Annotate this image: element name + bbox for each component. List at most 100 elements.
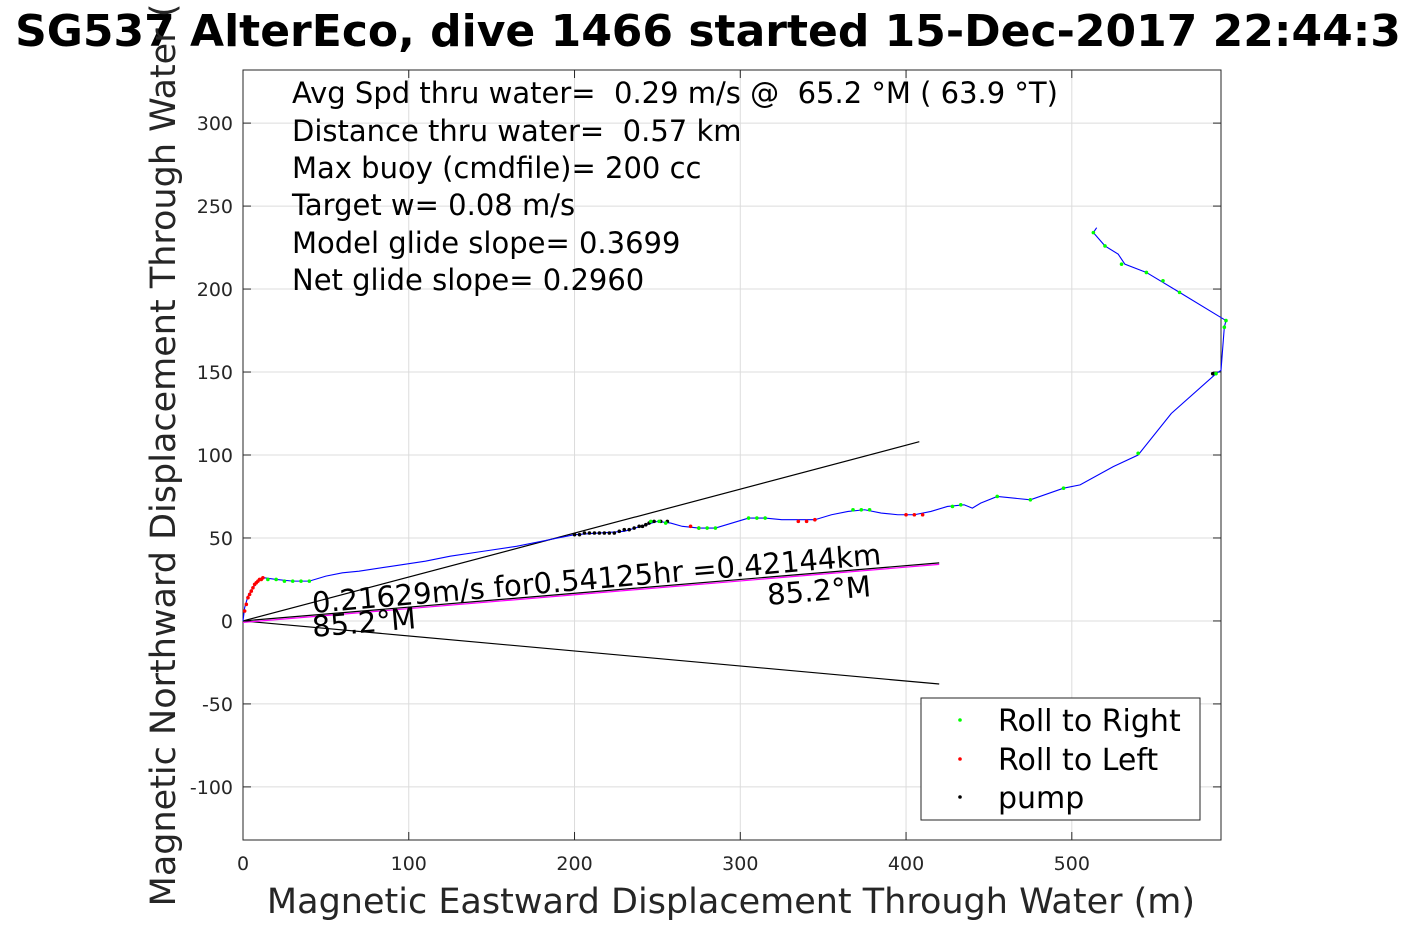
x-tick-label: 500	[1054, 853, 1090, 875]
roll-left-point	[261, 576, 265, 580]
roll-right-point	[1119, 262, 1124, 266]
roll-left-point	[242, 609, 247, 613]
roll-left-point	[251, 585, 255, 590]
current-line	[242, 563, 940, 624]
roll-right-point	[657, 519, 661, 524]
roll-right-point	[755, 516, 759, 520]
pump-point	[607, 531, 612, 535]
pump-point	[577, 532, 582, 537]
roll-right-point	[950, 504, 955, 509]
roll-right-point	[995, 494, 1000, 499]
y-tick-label: 100	[197, 445, 233, 467]
pump-point	[627, 527, 632, 532]
stat-target-w: Target w= 0.08 m/s	[291, 188, 575, 222]
roll-right-point	[763, 516, 767, 520]
roll-left-point	[912, 512, 917, 517]
current-line-black	[242, 562, 940, 622]
legend-label-roll-left: Roll to Left	[998, 743, 1158, 778]
legend-label-roll-right: Roll to Right	[998, 704, 1181, 739]
legend: Roll to Right Roll to Left pump	[920, 697, 1201, 821]
roll-right-point	[713, 526, 718, 530]
roll-left-point	[246, 595, 250, 600]
reference-lines	[242, 441, 940, 685]
x-tick-label: 200	[556, 853, 592, 875]
x-tick-label: 300	[722, 853, 758, 875]
pump-point	[582, 531, 587, 535]
pump-point	[572, 532, 577, 537]
roll-right-point	[746, 516, 751, 520]
pump-point	[637, 524, 641, 529]
roll-right-point	[1061, 486, 1066, 490]
pump-point	[612, 531, 617, 535]
y-tick-label: 0	[221, 611, 233, 633]
roll-right-point	[266, 577, 270, 582]
roll-left-point	[244, 602, 249, 607]
roll-right-point	[290, 579, 295, 583]
roll-right-point	[697, 526, 701, 530]
roll-left-point	[904, 512, 908, 517]
track-line	[242, 227, 1227, 622]
roll-right-point	[1222, 325, 1227, 330]
pump-point	[640, 524, 645, 529]
plot-area-frame	[242, 69, 1222, 841]
roll-right-point	[1103, 244, 1107, 248]
pump-point	[622, 527, 627, 532]
roll-left-point	[796, 519, 801, 524]
y-tick-label: 200	[197, 279, 233, 301]
roll-right-point	[1224, 318, 1228, 323]
pump-point	[652, 519, 656, 524]
roll-right-point	[648, 519, 653, 524]
envelope-lower-line	[242, 620, 940, 685]
stat-net-glide-slope: Net glide slope= 0.2960	[292, 263, 644, 297]
stat-distance: Distance thru water= 0.57 km	[292, 114, 742, 148]
roll-right-point	[859, 507, 864, 512]
x-axis-label: Magnetic Eastward Displacement Through W…	[267, 882, 1195, 922]
roll-right-point	[1028, 498, 1033, 502]
stat-avg-speed: Avg Spd thru water= 0.29 m/s @ 65.2 °M (…	[292, 76, 1058, 110]
legend-marker-roll-right	[958, 718, 962, 722]
y-tick-label: 250	[197, 196, 233, 218]
roll-right-point	[282, 579, 287, 583]
legend-box	[920, 697, 1201, 821]
roll-left-point	[247, 592, 252, 597]
roll-right-point	[274, 577, 278, 582]
x-tick-label: 100	[391, 853, 427, 875]
pump-point	[587, 531, 592, 535]
roll-right-point	[1136, 451, 1140, 456]
roll-right-point	[1144, 270, 1149, 275]
roll-left-point	[804, 519, 809, 524]
roll-right-point	[299, 579, 303, 583]
legend-marker-roll-left	[958, 757, 962, 761]
roll-right-point	[958, 502, 963, 507]
pump-point	[602, 531, 607, 535]
stats-block: Avg Spd thru water= 0.29 m/s @ 65.2 °M (…	[291, 76, 1058, 297]
y-tick-label: 50	[209, 528, 233, 550]
roll-right-point	[1177, 290, 1182, 295]
roll-left-point	[813, 517, 817, 522]
roll-right-point	[1161, 278, 1165, 283]
pump-point	[644, 522, 648, 527]
axis-ticks: 0 100 200 300 400 500300250200150100500-50-10…	[190, 70, 1221, 875]
legend-marker-pump	[958, 795, 962, 799]
roll-right-point	[851, 507, 855, 512]
roll-right-point	[663, 521, 668, 525]
y-tick-label: -100	[190, 777, 233, 799]
roll-right-point	[867, 507, 872, 512]
roll-right-point	[307, 579, 312, 583]
pump-point	[1210, 371, 1215, 376]
roll-right-point	[705, 526, 709, 530]
roll-left-point	[688, 524, 693, 529]
x-tick-label: 0	[237, 853, 249, 875]
stat-model-glide-slope: Model glide slope= 0.3699	[292, 226, 680, 260]
track-layer	[242, 227, 1227, 622]
pump-point	[632, 526, 636, 530]
roll-left-point	[249, 589, 254, 593]
pump-point	[617, 529, 622, 534]
chart-title: SG537 AlterEco, dive 1466 started 15-Dec…	[15, 6, 1401, 57]
roll-left-point	[920, 512, 925, 517]
roll-right-point	[1091, 230, 1096, 235]
pump-point	[597, 531, 602, 535]
y-tick-label: -50	[202, 694, 233, 716]
roll-right-point	[1214, 371, 1218, 376]
